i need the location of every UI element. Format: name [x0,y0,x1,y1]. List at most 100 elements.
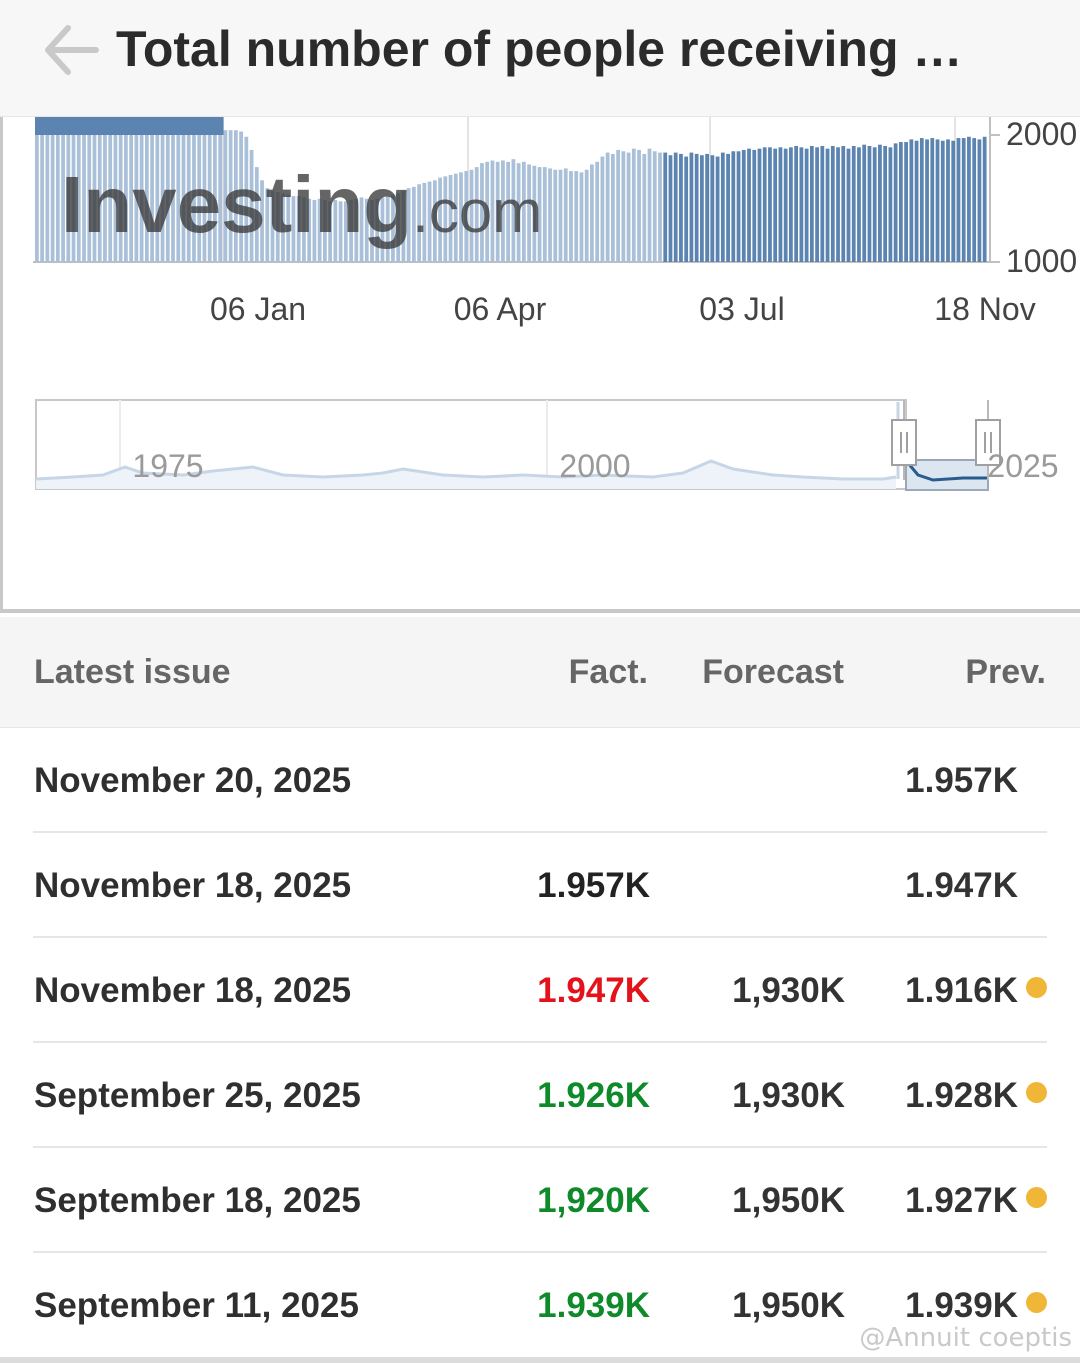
chart-bar [118,130,123,262]
chart-bar [228,130,233,262]
chart-bar [631,148,636,262]
chart-bar [254,167,259,262]
chart-bar [396,193,401,262]
chart-bar [972,138,977,262]
table-row[interactable]: November 18, 2025 1.947K 1,930K 1.916K [33,939,1047,1043]
chart-bar [197,130,202,262]
y-tick-label: 2000 [1006,117,1077,152]
chart-bar [553,169,558,262]
chart-bar [270,190,275,262]
chart-bar [286,194,291,262]
chart-bar [150,130,154,262]
chart-bar [317,198,322,262]
chart-bar [752,149,757,262]
table-row[interactable]: November 18, 2025 1.957K 1.947K [33,834,1047,938]
chart-bar [495,161,500,262]
chart-bar [359,197,364,262]
chart-bar [794,146,799,262]
chart-bar [35,130,39,262]
chart-bar [97,130,102,262]
chart-bar [726,153,730,262]
chart-bar [103,130,107,262]
chart-bar [982,136,987,262]
actual-value: 1.939K [537,1286,650,1325]
chart-bar [113,130,118,262]
chart-bar [349,200,353,262]
chart-bar [967,136,971,262]
chart-bar [165,130,170,262]
chart-bar [218,130,223,262]
forecast-value: 1,950K [732,1181,845,1220]
previous-value: 1.957K [905,761,1018,800]
arrow-left-icon [45,25,99,75]
chart-bar [815,147,819,262]
previous-value: 1.916K [905,971,1018,1010]
chart-bar [605,152,610,262]
table-row[interactable]: September 11, 2025 1.939K 1,950K 1.939K [33,1254,1047,1358]
actual-value: 1.926K [537,1076,650,1115]
chart-bar [506,161,511,262]
chart-bar [406,188,411,262]
chart-bar [380,197,385,262]
chart-bar [312,200,317,262]
chart-bar [412,186,416,262]
previous-value: 1.947K [905,866,1018,905]
chart-bar [778,147,783,262]
forecast-value: 1,950K [732,1286,845,1325]
table-row[interactable]: September 18, 2025 1,920K 1,950K 1.927K [33,1149,1047,1253]
chart-bar [684,156,689,262]
range-navigator[interactable]: 1975 2000 2025 [35,399,1059,491]
x-tick-label: 06 Jan [210,291,306,327]
source-watermark: @Annuit coeptis [859,1323,1072,1353]
chart-bar [652,151,657,262]
chart-bar [689,152,694,262]
chart-bar [385,196,390,262]
chart-bar [66,130,71,262]
chart-bar [401,190,406,262]
release-date: September 11, 2025 [34,1286,359,1325]
chart-bar [542,167,547,262]
chart-bar [867,146,872,262]
chart-bar [846,148,851,262]
chart-bar [124,130,128,262]
navigator-selected-line [906,462,988,482]
chart-bar [872,147,877,262]
previous-value: 1.928K [905,1076,1018,1115]
bar-chart[interactable]: Investing.com 2000 1000 06 Jan 06 Apr 03 Ju… [3,117,1080,609]
chart-bar [171,130,175,262]
revision-dot-icon [1026,1082,1047,1103]
chart-bar [532,165,537,262]
chart-bar [710,155,715,262]
forecast-value: 1,930K [732,1076,845,1115]
chart-bar [260,180,264,262]
chart-bar [925,139,929,262]
chart-bar [621,151,626,262]
table-row[interactable]: September 25, 2025 1.926K 1,930K 1.928K [33,1044,1047,1148]
chart-bar [809,146,814,262]
back-button[interactable] [40,22,104,78]
chart-bar [61,130,65,262]
chart-bar [511,159,516,262]
chart-bar [448,175,453,262]
chart-bar [338,201,343,262]
chart-bar [480,163,484,262]
chart-bar [239,131,243,262]
chart-bar [888,147,893,262]
chart-bar [736,151,741,262]
chart-bar [202,130,207,262]
chart-bar [207,130,212,262]
navigator-history-line [35,459,897,481]
table-row[interactable]: November 20, 2025 1.957K [33,729,1047,833]
chart-bar [830,146,835,262]
chart-bar [569,171,573,262]
chart-bar [364,198,369,262]
chart-bar [453,173,458,262]
chart-bar [862,144,867,262]
chart-bar [87,130,92,262]
chart-bar [668,155,673,262]
chart-bar [129,130,134,262]
chart-panel[interactable]: Investing.com 2000 1000 06 Jan 06 Apr 03 Ju… [0,117,1080,613]
x-tick-label: 03 Jul [699,291,784,327]
chart-bar [705,153,710,262]
chart-bar [783,148,788,262]
